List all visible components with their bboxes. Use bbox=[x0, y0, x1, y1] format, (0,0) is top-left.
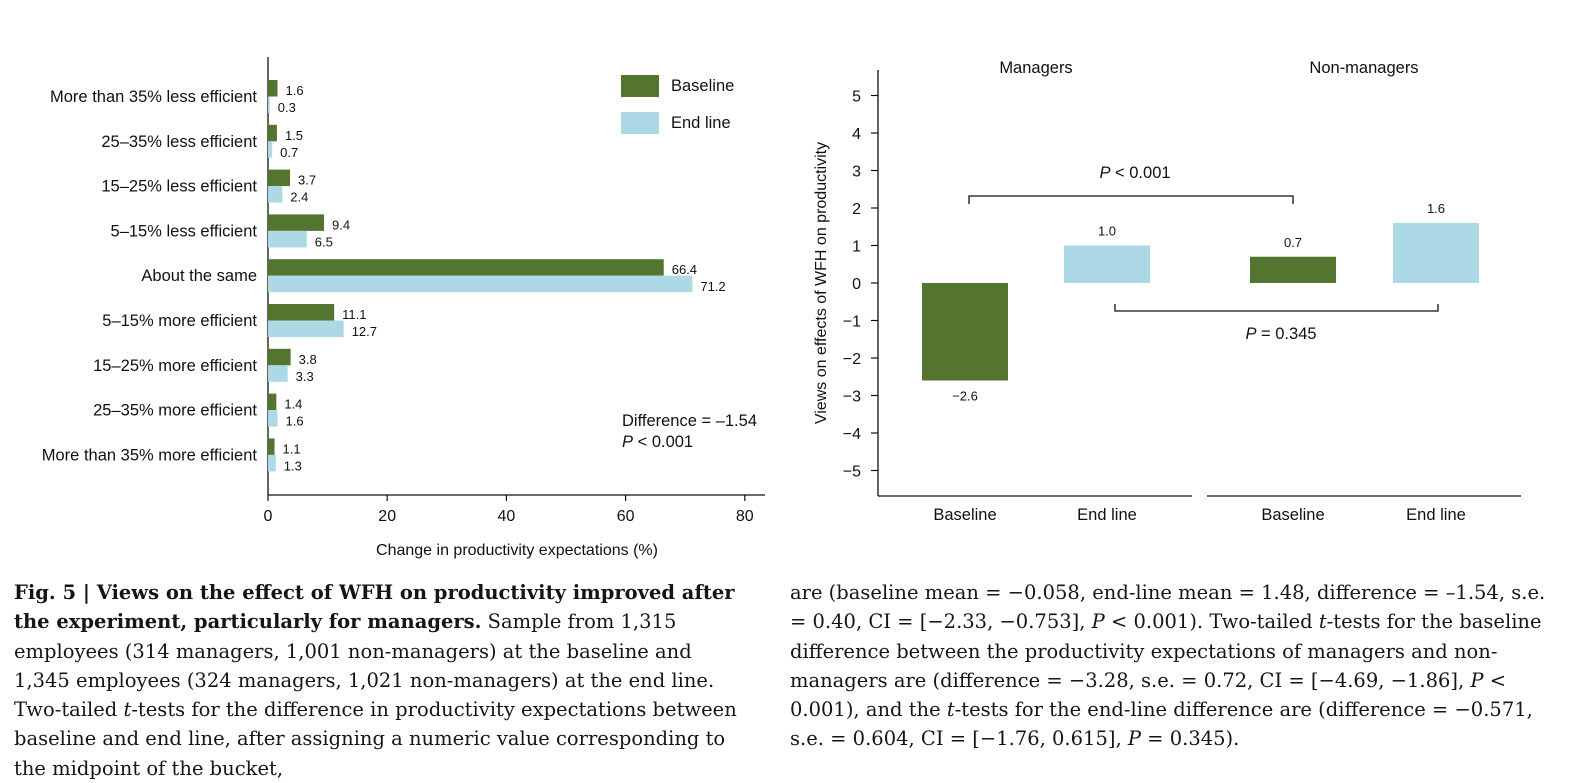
group-label: Non-managers bbox=[1309, 59, 1418, 77]
bar-endline bbox=[268, 230, 307, 248]
bar-baseline bbox=[268, 438, 275, 455]
bar-endline bbox=[268, 320, 344, 337]
y-tick-label: 3 bbox=[852, 164, 861, 181]
y-tick-label: 2 bbox=[852, 201, 861, 218]
figure-caption-right: are (baseline mean = −0.058, end-line me… bbox=[790, 581, 1546, 751]
x-axis-title: Change in productivity expectations (%) bbox=[376, 542, 658, 559]
category-label: 25–35% less efficient bbox=[101, 133, 257, 151]
category-label: 25–35% more efficient bbox=[93, 402, 257, 420]
legend-swatch-baseline bbox=[621, 75, 659, 97]
significance-label-bottom: P = 0.345 bbox=[1245, 325, 1316, 343]
y-tick-label: 5 bbox=[852, 89, 861, 106]
category-label: More than 35% more efficient bbox=[42, 446, 258, 464]
bar-baseline bbox=[922, 283, 1008, 381]
data-label-baseline: 9.4 bbox=[332, 217, 350, 232]
bar-endline bbox=[1064, 245, 1150, 283]
data-label-baseline: 3.8 bbox=[299, 352, 317, 367]
bar-baseline bbox=[268, 259, 664, 276]
bar-endline bbox=[268, 365, 288, 382]
category-label: About the same bbox=[141, 267, 257, 285]
data-label-endline: 0.3 bbox=[278, 100, 296, 115]
bar-value-label: 0.7 bbox=[1284, 235, 1302, 250]
data-label-endline: 3.3 bbox=[296, 369, 314, 384]
x-tick-label: 20 bbox=[378, 508, 396, 525]
bar-endline bbox=[268, 275, 693, 293]
legend-label-endline: End line bbox=[671, 114, 731, 132]
x-category-label: End line bbox=[1406, 506, 1466, 524]
significance-label-top: P < 0.001 bbox=[1099, 164, 1170, 182]
annotation-p-value: P < 0.001 bbox=[622, 433, 693, 451]
data-label-baseline: 1.6 bbox=[286, 83, 304, 98]
data-label-endline: 2.4 bbox=[290, 190, 308, 205]
data-label-endline: 1.3 bbox=[284, 458, 302, 473]
annotation-difference: Difference = –1.54 bbox=[622, 412, 757, 430]
bar-baseline bbox=[268, 393, 277, 411]
bar-endline bbox=[268, 96, 270, 113]
data-label-endline: 1.6 bbox=[286, 414, 304, 429]
x-tick-label: 0 bbox=[264, 508, 273, 525]
y-tick-label: −5 bbox=[843, 464, 861, 481]
left-bar-chart: 0 20 40 60 80 Change in productivity expectat… bbox=[42, 57, 765, 559]
y-tick-label: −4 bbox=[843, 426, 861, 443]
category-label: 15–25% more efficient bbox=[93, 357, 257, 375]
bar-endline bbox=[268, 141, 273, 158]
figure-panel: 0 20 40 60 80 Change in productivity expectat… bbox=[42, 57, 1521, 559]
data-label-endline: 6.5 bbox=[315, 234, 333, 249]
bar-baseline bbox=[268, 80, 278, 97]
bar-baseline bbox=[268, 348, 291, 366]
category-label: 15–25% less efficient bbox=[101, 178, 257, 196]
x-category-label: Baseline bbox=[933, 506, 996, 524]
x-tick-label: 80 bbox=[736, 508, 754, 525]
y-tick-label: −1 bbox=[843, 314, 861, 331]
significance-bracket-top bbox=[968, 195, 1294, 204]
data-label-endline: 12.7 bbox=[352, 324, 377, 339]
y-tick-label: −2 bbox=[843, 351, 861, 368]
right-bar-chart: 5 4 3 2 1 0 −1 −2 −3 −4 −5 Views on effects of WFH … bbox=[813, 59, 1521, 524]
x-tick-label: 40 bbox=[498, 508, 516, 525]
y-axis-title: Views on effects of WFH on productivity bbox=[813, 142, 830, 424]
data-label-baseline: 1.1 bbox=[283, 441, 301, 456]
y-tick-label: 0 bbox=[852, 276, 861, 293]
x-tick-label: 60 bbox=[617, 508, 635, 525]
bar-baseline bbox=[268, 169, 291, 187]
bar-value-label: 1.0 bbox=[1098, 224, 1116, 239]
bar-baseline bbox=[268, 304, 335, 321]
y-tick-label: 1 bbox=[852, 239, 861, 256]
bar-endline bbox=[1393, 223, 1479, 283]
data-label-baseline: 1.5 bbox=[285, 128, 303, 143]
x-category-label: End line bbox=[1077, 506, 1137, 524]
category-label: 5–15% more efficient bbox=[102, 312, 257, 330]
data-label-baseline: 1.4 bbox=[284, 397, 302, 412]
data-label-baseline: 3.7 bbox=[298, 173, 316, 188]
x-category-label: Baseline bbox=[1261, 506, 1324, 524]
bar-value-label: −2.6 bbox=[952, 389, 978, 404]
data-label-endline: 71.2 bbox=[700, 279, 725, 294]
bar-endline bbox=[268, 454, 276, 472]
category-label: 5–15% less efficient bbox=[111, 222, 258, 240]
figure-caption-left: Fig. 5 | Views on the effect of WFH on p… bbox=[14, 581, 737, 780]
bar-baseline bbox=[1250, 256, 1336, 283]
legend-swatch-endline bbox=[621, 112, 659, 134]
bar-endline bbox=[268, 186, 283, 203]
data-label-baseline: 11.1 bbox=[342, 307, 366, 322]
group-label: Managers bbox=[999, 59, 1072, 77]
bar-baseline bbox=[268, 124, 277, 142]
significance-bracket-bottom bbox=[1114, 304, 1439, 312]
y-tick-label: 4 bbox=[852, 126, 861, 143]
legend-label-baseline: Baseline bbox=[671, 77, 734, 95]
y-tick-label: −3 bbox=[843, 389, 861, 406]
category-label: More than 35% less efficient bbox=[50, 88, 257, 106]
data-label-endline: 0.7 bbox=[280, 145, 298, 160]
bar-endline bbox=[268, 410, 278, 427]
data-label-baseline: 66.4 bbox=[672, 262, 697, 277]
bar-baseline bbox=[268, 214, 325, 231]
bar-value-label: 1.6 bbox=[1427, 201, 1445, 216]
